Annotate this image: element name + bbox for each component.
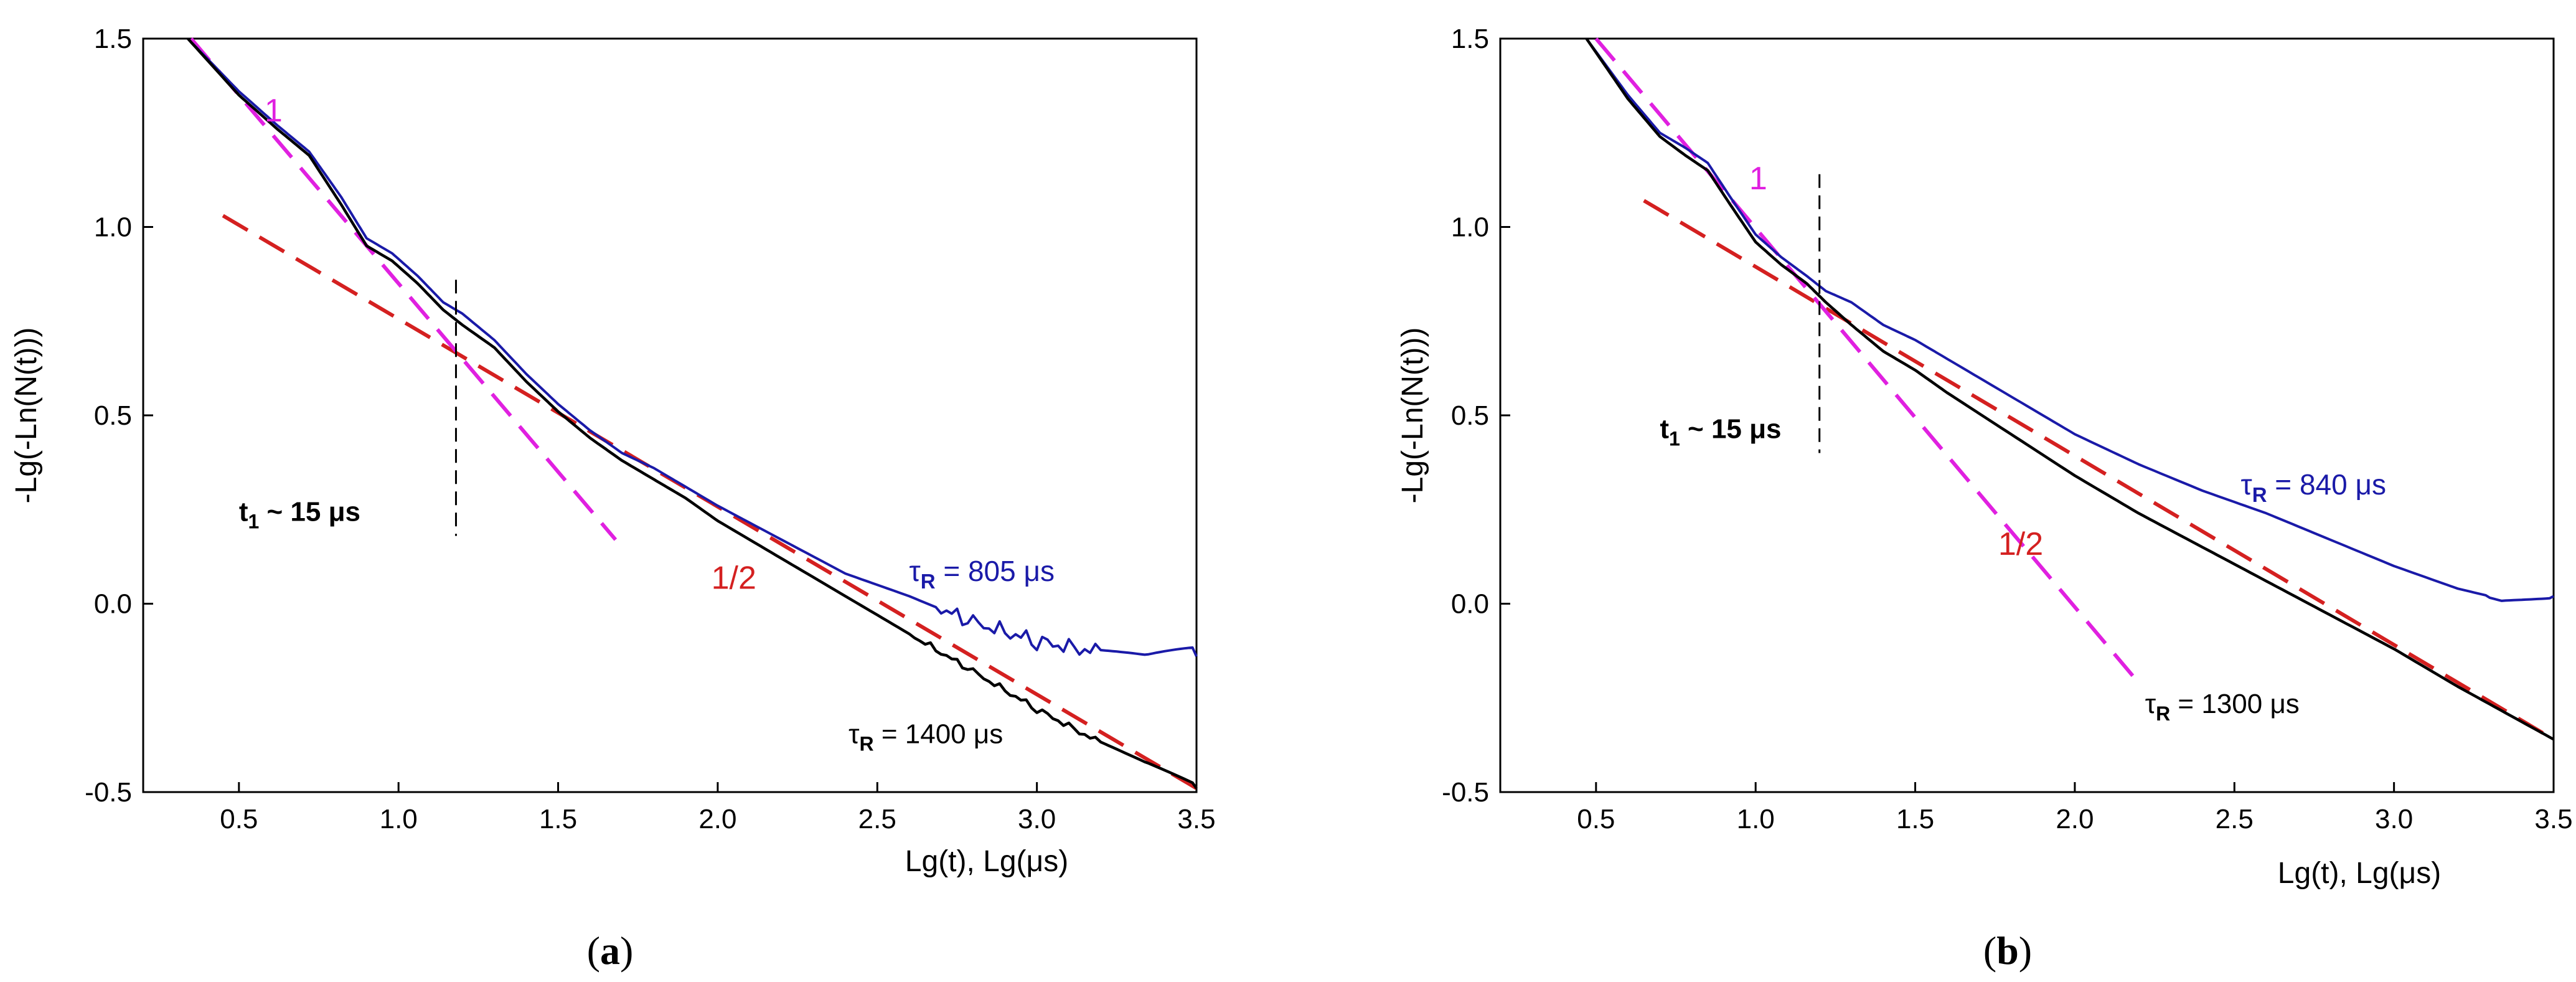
x-tick-label: 0.5 <box>220 804 258 834</box>
x-tick-label: 3.0 <box>1018 804 1056 834</box>
annotation-subscript: R <box>2252 483 2267 506</box>
y-tick-label: -0.5 <box>85 777 132 808</box>
annotation-subscript: 1 <box>1669 427 1680 450</box>
annotation-subscript: R <box>860 732 874 755</box>
annotation-main: τ <box>910 555 921 587</box>
y-axis-label: -Lg(-Ln(N(t))) <box>1396 328 1429 504</box>
annotation-rest: ~ 15 μs <box>259 496 360 527</box>
annotation-label: τR = 1400 μs <box>848 719 1003 755</box>
y-tick-label: 0.5 <box>94 400 132 431</box>
x-tick-label: 2.5 <box>858 804 896 834</box>
y-tick-label: 1.0 <box>1451 212 1489 243</box>
fit-line-slope-half <box>1643 199 2555 741</box>
annotation-label: t1 ~ 15 μs <box>239 496 360 532</box>
x-tick-label: 1.0 <box>1737 804 1775 834</box>
annotation-rest: = 805 μs <box>936 555 1055 587</box>
y-tick-label: 1.5 <box>94 24 132 54</box>
series-line-blue <box>1585 37 2554 602</box>
series-line-black <box>1585 37 2555 741</box>
y-tick-label: 1.5 <box>1451 24 1489 54</box>
y-axis-label: -Lg(-Ln(N(t))) <box>10 328 43 504</box>
panel-caption-a: (a) <box>587 928 634 973</box>
annotation-label: 1 <box>1749 161 1767 197</box>
caption-open: ( <box>587 928 600 973</box>
y-tick-label: 0.5 <box>1451 400 1489 431</box>
caption-letter: b <box>1996 928 2019 973</box>
annotation-subscript: R <box>2156 702 2170 725</box>
annotation-main: τ <box>2241 468 2252 501</box>
y-tick-label: 0.0 <box>1451 589 1489 620</box>
annotation-label: τR = 1300 μs <box>2145 689 2300 725</box>
x-tick-label: 1.0 <box>380 804 418 834</box>
annotation-label: τR = 805 μs <box>910 555 1055 593</box>
fit-line-slope-1 <box>189 37 618 541</box>
annotation-rest: = 1300 μs <box>2170 689 2300 719</box>
series-line-blue <box>187 37 1198 658</box>
x-axis-label: Lg(t), Lg(μs) <box>905 845 1068 878</box>
annotation-subscript: 1 <box>248 510 259 532</box>
panel-b: 0.5 1.0 1.5 2.0 2.5 3.0 3.5 -0.5 0.0 0.5 1.0 1.5 1 1… <box>1396 24 2573 973</box>
annotation-label: 1/2 <box>712 560 756 596</box>
plot-frame <box>1499 37 2555 793</box>
annotation-main: τ <box>848 719 860 749</box>
annotation-label: τR = 840 μs <box>2241 468 2386 506</box>
x-tick-label: 1.5 <box>539 804 577 834</box>
caption-open: ( <box>1983 928 1996 973</box>
annotation-subscript: R <box>921 570 936 593</box>
annotation-label: 1/2 <box>1998 526 2043 562</box>
caption-close: ) <box>2019 928 2032 973</box>
annotation-rest: = 1400 μs <box>874 719 1004 749</box>
x-tick-label: 1.5 <box>1896 804 1934 834</box>
x-tick-label: 3.5 <box>1177 804 1215 834</box>
x-tick-label: 2.0 <box>2056 804 2094 834</box>
annotation-rest: = 840 μs <box>2267 468 2386 501</box>
x-tick-label: 2.0 <box>698 804 736 834</box>
series-line-black <box>187 37 1198 790</box>
x-axis-label: Lg(t), Lg(μs) <box>2278 857 2441 890</box>
fit-line-slope-1 <box>1594 37 2140 684</box>
caption-letter: a <box>600 928 620 973</box>
x-tick-label: 3.0 <box>2375 804 2413 834</box>
x-tick-label: 2.5 <box>2216 804 2254 834</box>
plot-frame <box>142 37 1198 793</box>
x-tick-label: 0.5 <box>1577 804 1615 834</box>
annotation-rest: ~ 15 μs <box>1680 413 1782 444</box>
annotation-label: t1 ~ 15 μs <box>1660 413 1781 450</box>
annotation-main: τ <box>2145 689 2156 719</box>
annotation-main: t <box>239 496 248 527</box>
y-tick-label: 1.0 <box>94 212 132 243</box>
annotation-main: t <box>1660 413 1669 444</box>
caption-close: ) <box>620 928 633 973</box>
y-tick-label: -0.5 <box>1442 777 1489 808</box>
panel-a: 0.5 1.0 1.5 2.0 2.5 3.0 3.5 -0.5 0.0 0.5 1.0 1.5 1 1… <box>10 24 1216 973</box>
y-tick-label: 0.0 <box>94 589 132 620</box>
annotation-label: 1 <box>265 93 283 129</box>
x-tick-label: 3.5 <box>2534 804 2572 834</box>
panel-caption-b: (b) <box>1983 928 2032 973</box>
